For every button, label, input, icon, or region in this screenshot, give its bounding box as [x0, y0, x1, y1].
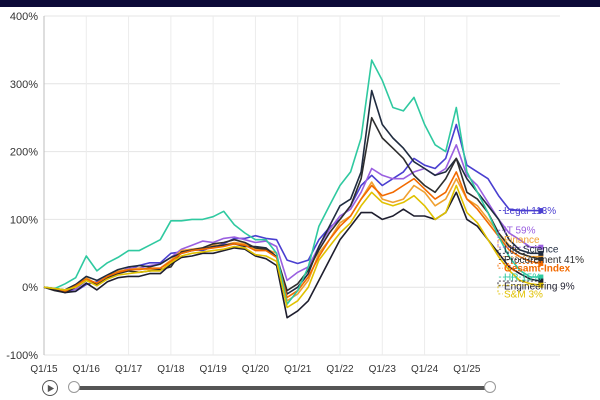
label-leader-line	[497, 229, 541, 248]
series-label-procurement: Procurement 41%	[504, 255, 584, 266]
x-tick-label: Q1/25	[453, 364, 481, 375]
label-leader-line	[497, 239, 541, 258]
label-leader-line	[497, 248, 541, 254]
time-scrubber	[0, 378, 600, 400]
y-tick-label: 200%	[10, 147, 38, 159]
x-tick-label: Q1/23	[369, 364, 397, 375]
series-label-finance: Finance	[504, 235, 540, 246]
play-icon	[47, 384, 54, 392]
series-label-gesamt-index: Gesamt-Index	[504, 264, 571, 275]
x-tick-label: Q1/15	[30, 364, 58, 375]
y-axis-ticks: -100% 0% 100% 200% 300% 400%	[6, 11, 38, 362]
series-label-it: IT 59%	[504, 226, 536, 237]
series-label-engineering: Engineering 9%	[504, 281, 575, 292]
y-tick-label: 100%	[10, 214, 38, 226]
y-tick-label: 0%	[22, 282, 38, 294]
series-lines	[43, 59, 544, 319]
series-label-hr: HR 15%	[504, 273, 541, 284]
timeline-track[interactable]	[74, 386, 490, 390]
x-tick-label: Q1/18	[157, 364, 185, 375]
series-line-it	[43, 144, 541, 292]
series-line-procurement	[43, 116, 542, 294]
play-button[interactable]	[42, 380, 58, 396]
x-tick-label: Q1/22	[326, 364, 354, 375]
x-tick-label: Q1/19	[200, 364, 228, 375]
x-tick-label: Q1/17	[115, 364, 143, 375]
series-label-legal: Legal 113%	[504, 206, 556, 217]
line-chart: -100%0%100%200%300%400% Q1/15 Q1/16 Q1/17 Q…	[6, 11, 584, 375]
x-axis-ticks: Q1/15 Q1/16 Q1/17 Q1/18 Q1/19 Q1/20 Q1/21 Q1/22…	[30, 364, 481, 375]
series-line-hr	[43, 59, 541, 305]
series-line-engineering	[43, 191, 542, 319]
y-tick-label: 300%	[10, 79, 38, 91]
series-label-life-science: Life Science	[504, 245, 559, 256]
x-tick-label: Q1/16	[73, 364, 101, 375]
series-line-gesamt-index	[43, 171, 542, 299]
y-tick-label: -100%	[6, 350, 38, 362]
series-line-s-m	[43, 184, 542, 309]
grid	[43, 15, 560, 356]
label-leader-line	[497, 284, 541, 295]
series-label-s-m: S&M 3%	[504, 289, 543, 300]
x-tick-label: Q1/24	[411, 364, 439, 375]
y-tick-label: 400%	[10, 11, 38, 23]
range-start-handle[interactable]	[68, 381, 80, 393]
top-bar	[0, 0, 600, 7]
range-end-handle[interactable]	[484, 381, 496, 393]
x-tick-label: Q1/20	[242, 364, 270, 375]
x-tick-label: Q1/21	[284, 364, 312, 375]
label-leader-line	[497, 263, 541, 269]
label-leader-line	[497, 280, 541, 287]
